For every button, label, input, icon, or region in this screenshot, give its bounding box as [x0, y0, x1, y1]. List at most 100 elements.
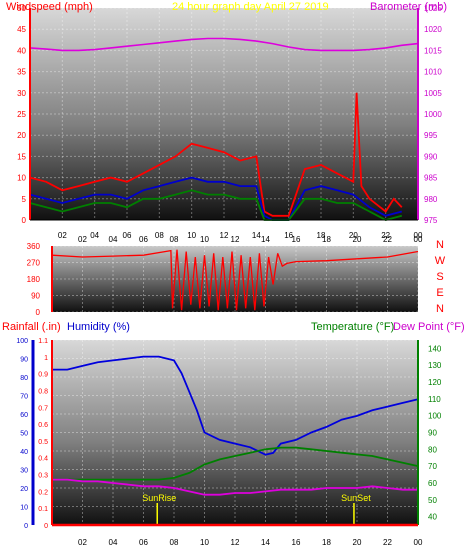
wind-left-axis-title: Windspeed (mph): [6, 1, 93, 13]
humidity-y-tick-label: 70: [20, 394, 28, 401]
temperature-y-tick-label: 50: [428, 496, 437, 505]
rainfall-y-tick-label: 0.2: [38, 489, 48, 496]
temperature-y-tick-label: 140: [428, 344, 442, 353]
wind-y-tick-label: 15: [17, 152, 26, 161]
direction-plot-area: [52, 246, 418, 312]
compass-label: N: [436, 239, 444, 251]
humidity-y-tick-label: 90: [20, 357, 28, 364]
temperature-y-tick-label: 110: [428, 395, 441, 404]
direction-x-tick-label: 12: [231, 235, 240, 244]
temperature-y-tick-label: 100: [428, 412, 442, 421]
humidity-y-tick-label: 0: [24, 523, 28, 530]
direction-y-tick-label: 180: [27, 275, 41, 284]
compass-label: W: [435, 255, 446, 267]
wind-plot-area: [30, 8, 418, 220]
wind-y-tick-label: 5: [22, 195, 27, 204]
humidity-y-tick-label: 40: [20, 449, 28, 456]
direction-x-tick-label: 08: [170, 235, 179, 244]
humidity-plot-area: [52, 340, 418, 525]
humidity-x-tick-label: 10: [200, 538, 209, 547]
wind-x-tick-label: 18: [317, 231, 326, 240]
direction-x-tick-label: 04: [109, 235, 118, 244]
barometer-y-tick-label: 1015: [424, 46, 442, 55]
wind-y-tick-label: 10: [17, 174, 26, 183]
direction-x-tick-label: 22: [383, 235, 392, 244]
wind-y-tick-label: 40: [17, 46, 26, 55]
humidity-y-tick-label: 100: [16, 338, 28, 345]
direction-x-tick-label: 10: [200, 235, 209, 244]
humidity-axis-title: Humidity (%): [67, 321, 130, 333]
barometer-y-tick-label: 1020: [424, 25, 442, 34]
humidity-y-tick-label: 30: [20, 468, 28, 475]
rainfall-y-tick-label: 1.1: [38, 338, 48, 345]
wind-x-tick-label: 06: [123, 231, 132, 240]
humidity-y-tick-label: 80: [20, 375, 28, 382]
wind-y-tick-label: 45: [17, 25, 26, 34]
wind-y-tick-label: 50: [17, 4, 26, 13]
temperature-y-tick-label: 90: [428, 429, 437, 438]
humidity-x-tick-label: 22: [383, 538, 392, 547]
barometer-y-tick-label: 985: [424, 174, 438, 183]
humidity-y-tick-label: 60: [20, 412, 28, 419]
rainfall-axis-title: Rainfall (.in): [2, 321, 61, 333]
barometer-axis-title: Barometer (mb): [370, 1, 447, 13]
rainfall-y-tick-label: 0.7: [38, 405, 48, 412]
wind-x-tick-label: 08: [155, 231, 164, 240]
barometer-y-tick-label: 1005: [424, 89, 442, 98]
humidity-x-tick-label: 08: [170, 538, 179, 547]
wind-y-tick-label: 30: [17, 89, 26, 98]
wind-series-barometer: [29, 37, 419, 52]
wind-x-tick-label: 14: [252, 231, 261, 240]
wind-x-tick-label: 20: [349, 231, 358, 240]
wind-x-tick-label: 16: [284, 231, 293, 240]
humidity-x-tick-label: 12: [231, 538, 240, 547]
wind-x-tick-label: 12: [220, 231, 229, 240]
temperature-y-tick-label: 70: [428, 462, 437, 471]
direction-x-tick-label: 18: [322, 235, 331, 244]
humidity-y-tick-label: 20: [20, 486, 28, 493]
temperature-y-tick-label: 80: [428, 445, 437, 454]
temperature-y-tick-label: 120: [428, 378, 442, 387]
humidity-series-temperature: [52, 446, 419, 481]
dewpoint-axis-title: Dew Point (°F): [393, 321, 465, 333]
humidity-y-tick-label: 50: [20, 431, 28, 438]
temperature-y-tick-label: 40: [428, 513, 437, 522]
rainfall-y-tick-label: 0.1: [38, 506, 48, 513]
rainfall-y-tick-label: 0.4: [38, 456, 48, 463]
wind-series-average: [29, 176, 403, 221]
wind-y-tick-label: 35: [17, 68, 26, 77]
temperature-y-tick-label: 60: [428, 479, 437, 488]
direction-x-tick-label: 02: [78, 235, 87, 244]
humidity-x-tick-label: 02: [78, 538, 87, 547]
direction-y-tick-label: 90: [31, 292, 40, 301]
direction-x-tick-label: 20: [353, 235, 362, 244]
direction-x-tick-label: 00: [414, 235, 423, 244]
barometer-y-tick-label: 1000: [424, 110, 442, 119]
temperature-y-tick-label: 130: [428, 361, 442, 370]
direction-y-tick-label: 0: [36, 308, 41, 317]
humidity-x-tick-label: 06: [139, 538, 148, 547]
humidity-series-humidity: [52, 355, 419, 456]
wind-x-tick-label: 00: [414, 231, 423, 240]
temperature-axis-title: Temperature (°F): [311, 321, 394, 333]
barometer-y-tick-label: 975: [424, 216, 438, 225]
wind-x-tick-label: 02: [58, 231, 67, 240]
rainfall-y-tick-label: 0.8: [38, 388, 48, 395]
compass-label: E: [436, 287, 443, 299]
humidity-series-dewpoint: [52, 478, 418, 496]
compass-label: N: [436, 303, 444, 315]
direction-series-wind_direction: [51, 249, 419, 311]
barometer-y-tick-label: 1025: [424, 4, 442, 13]
direction-x-tick-label: 14: [261, 235, 270, 244]
wind-x-tick-label: 04: [90, 231, 99, 240]
humidity-y-tick-label: 10: [20, 505, 28, 512]
rainfall-y-tick-label: 0.3: [38, 473, 48, 480]
humidity-x-tick-label: 04: [109, 538, 118, 547]
humidity-x-tick-label: 14: [261, 538, 270, 547]
wind-chart-title: 24 hour graph day April 27 2019: [172, 1, 329, 13]
sun-annotation: SunRise: [142, 493, 176, 503]
barometer-y-tick-label: 1010: [424, 68, 442, 77]
rainfall-y-tick-label: 0.6: [38, 422, 48, 429]
